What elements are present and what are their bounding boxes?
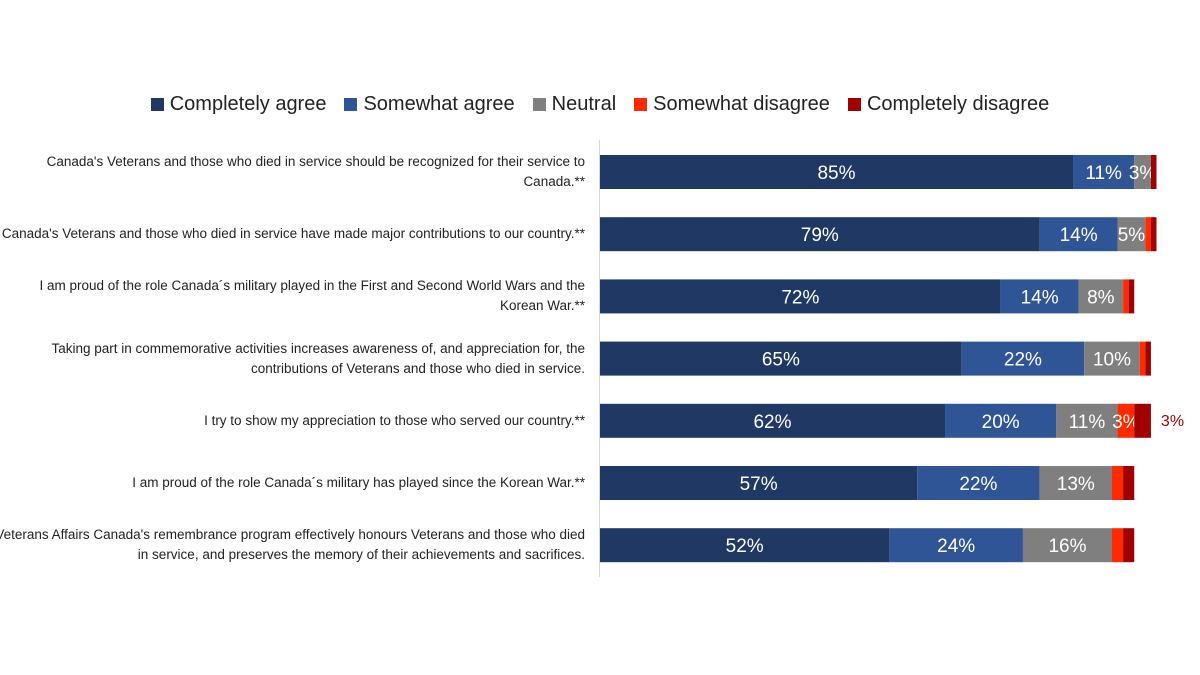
- legend: Completely agree Somewhat agree Neutral Som…: [0, 93, 1200, 116]
- bar-segment: [600, 528, 890, 563]
- data-label: 22%: [1004, 350, 1042, 371]
- data-label: 16%: [1048, 536, 1086, 557]
- bar-segment: [600, 466, 918, 500]
- legend-item: Completely agree: [150, 93, 327, 116]
- legend-swatch: [344, 98, 358, 111]
- bar-segment: [1134, 403, 1151, 438]
- legend-swatch: [634, 98, 648, 111]
- data-label: 62%: [753, 412, 791, 433]
- category-label: I am proud of the role Canada´s military…: [132, 475, 585, 490]
- data-label: 79%: [801, 225, 839, 246]
- bar-segment: [600, 341, 962, 376]
- legend-swatch: [847, 98, 861, 111]
- data-label: 5%: [1118, 225, 1146, 246]
- data-label: 13%: [1057, 474, 1095, 495]
- bar-segment: [1039, 217, 1118, 252]
- legend-swatch: [532, 98, 546, 111]
- legend-label: Completely agree: [169, 93, 327, 115]
- bar-segment: [1145, 341, 1151, 376]
- bar-segment: [1111, 528, 1124, 563]
- bar-segment: [1145, 217, 1151, 252]
- data-label: 11%: [1069, 412, 1106, 433]
- data-label: 3%: [1129, 163, 1157, 184]
- data-label: 14%: [1060, 225, 1098, 246]
- legend-label: Neutral: [551, 93, 617, 115]
- category-axis-line: [599, 140, 600, 577]
- bar-segment: [1056, 403, 1118, 438]
- bar-segment: [961, 341, 1085, 376]
- data-label: 8%: [1087, 287, 1115, 308]
- bar-segment: [600, 403, 946, 438]
- bar-segment: [1073, 155, 1135, 189]
- bar-segment: [600, 279, 1001, 314]
- category-label: Taking part in commemorative activities …: [51, 340, 585, 376]
- bar-segment: [1123, 528, 1135, 563]
- bar-segment: [1117, 403, 1135, 438]
- legend-item: Completely disagree: [847, 93, 1050, 116]
- bar-segment: [1134, 155, 1151, 189]
- bar-segment: [889, 528, 1023, 563]
- bar-segment: [1022, 528, 1112, 563]
- category-label: I am proud of the role Canada´s military…: [39, 278, 585, 314]
- legend-item: Somewhat agree: [344, 93, 515, 116]
- data-label: 85%: [817, 163, 855, 184]
- bar-segment: [1123, 466, 1135, 500]
- legend-swatch: [150, 98, 164, 111]
- bar-segment: [1150, 155, 1157, 189]
- bar-segment: [1117, 217, 1146, 252]
- bar-segment: [1123, 279, 1129, 314]
- bar-segment: [1150, 217, 1157, 252]
- category-label: I try to show my appreciation to those w…: [204, 412, 585, 428]
- bar-segment: [600, 155, 1074, 189]
- bar-segment: [1000, 279, 1079, 314]
- category-label: Veterans Affairs Canada's remembrance pr…: [0, 527, 585, 563]
- bar-segment: [945, 403, 1057, 438]
- bar-segment: [1078, 279, 1124, 314]
- bar-segment: [917, 466, 1040, 500]
- data-label-outside: 3%: [1161, 413, 1184, 430]
- bar-segment: [1084, 341, 1140, 376]
- data-label: 10%: [1093, 350, 1131, 371]
- legend-label: Somewhat disagree: [653, 93, 830, 115]
- data-label: 14%: [1021, 287, 1059, 308]
- data-label: 72%: [781, 287, 819, 308]
- bar-segment: [1111, 466, 1124, 500]
- data-label: 22%: [959, 474, 997, 495]
- bar-segment: [1128, 279, 1135, 314]
- legend-item: Neutral: [532, 93, 617, 116]
- data-label: 65%: [762, 350, 800, 371]
- data-label: 3%: [1112, 412, 1140, 433]
- data-label: 11%: [1085, 163, 1122, 184]
- category-label: Canada's Veterans and those who died in …: [46, 154, 585, 189]
- data-label: 20%: [982, 412, 1020, 433]
- data-label: 52%: [726, 536, 764, 557]
- data-label: 24%: [937, 536, 975, 557]
- legend-label: Completely disagree: [866, 93, 1050, 115]
- bar-segment: [600, 217, 1040, 252]
- legend-label: Somewhat agree: [363, 93, 515, 115]
- data-label: 57%: [740, 474, 778, 495]
- legend-item: Somewhat disagree: [634, 93, 830, 116]
- category-label: Canada's Veterans and those who died in …: [1, 226, 585, 242]
- bar-segment: [1039, 466, 1112, 500]
- bar-segment: [1139, 341, 1146, 376]
